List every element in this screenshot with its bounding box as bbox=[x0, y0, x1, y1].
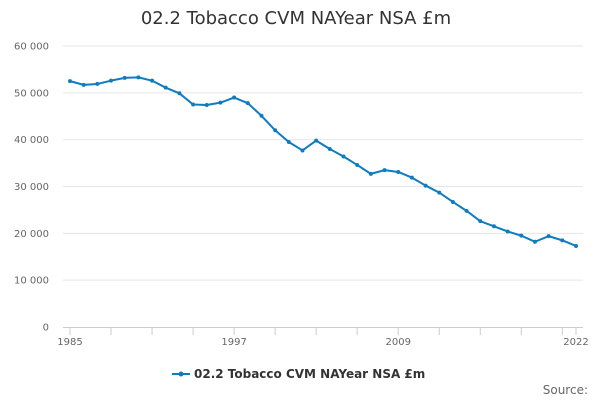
y-tick-label: 40 000 bbox=[14, 135, 49, 146]
data-point bbox=[532, 239, 537, 244]
data-point bbox=[286, 140, 291, 145]
data-point bbox=[81, 82, 86, 87]
legend[interactable]: 02.2 Tobacco CVM NAYear NSA £m bbox=[172, 367, 425, 381]
y-tick-label: 20 000 bbox=[14, 229, 49, 240]
series-layer bbox=[68, 75, 578, 248]
x-tick-label: 2022 bbox=[563, 337, 588, 348]
chart-title: 02.2 Tobacco CVM NAYear NSA £m bbox=[141, 8, 451, 29]
data-point bbox=[109, 78, 114, 83]
data-point bbox=[122, 75, 127, 80]
y-axis: 0 10 000 20 000 30 000 40 000 50 000 60 000 bbox=[14, 42, 49, 334]
x-tick-label: 1997 bbox=[221, 337, 246, 348]
data-point bbox=[163, 85, 168, 90]
data-point bbox=[204, 103, 209, 108]
data-point bbox=[491, 224, 496, 229]
legend-marker-icon bbox=[178, 371, 184, 377]
data-point bbox=[327, 147, 332, 152]
data-point bbox=[505, 229, 510, 234]
data-point bbox=[574, 243, 578, 248]
y-tick-label: 50 000 bbox=[14, 88, 49, 99]
data-point bbox=[560, 238, 565, 243]
data-point bbox=[218, 100, 223, 105]
data-point bbox=[136, 75, 141, 80]
data-point bbox=[519, 233, 524, 238]
data-point bbox=[478, 219, 483, 224]
data-point bbox=[437, 190, 442, 195]
legend-label: 02.2 Tobacco CVM NAYear NSA £m bbox=[194, 367, 425, 381]
data-point bbox=[232, 95, 237, 100]
data-point bbox=[150, 78, 155, 83]
data-point bbox=[450, 199, 455, 204]
y-tick-label: 60 000 bbox=[14, 42, 49, 53]
series-line bbox=[69, 76, 577, 247]
x-axis: 1985 1997 2009 2022 bbox=[57, 327, 589, 348]
data-point bbox=[300, 148, 305, 153]
y-tick-label: 30 000 bbox=[14, 182, 49, 193]
data-point bbox=[95, 81, 100, 86]
data-point bbox=[546, 234, 551, 239]
data-point bbox=[409, 175, 414, 180]
data-point bbox=[423, 183, 428, 188]
data-point bbox=[177, 91, 182, 96]
x-tick-label: 1985 bbox=[57, 337, 82, 348]
x-tick-label: 2009 bbox=[385, 337, 410, 348]
gridlines bbox=[63, 45, 583, 281]
data-point bbox=[245, 101, 250, 106]
data-point bbox=[259, 113, 264, 118]
y-tick-label: 10 000 bbox=[14, 276, 49, 287]
source-label: Source: bbox=[543, 383, 588, 397]
y-tick-label: 0 bbox=[43, 323, 49, 334]
data-point bbox=[273, 128, 278, 133]
data-point bbox=[355, 162, 360, 167]
data-point bbox=[464, 208, 469, 213]
data-point bbox=[368, 171, 373, 176]
data-point bbox=[396, 169, 401, 174]
data-point bbox=[68, 79, 72, 84]
data-point bbox=[191, 102, 196, 107]
data-point bbox=[341, 154, 346, 159]
data-point bbox=[382, 168, 387, 173]
data-point bbox=[314, 138, 319, 143]
